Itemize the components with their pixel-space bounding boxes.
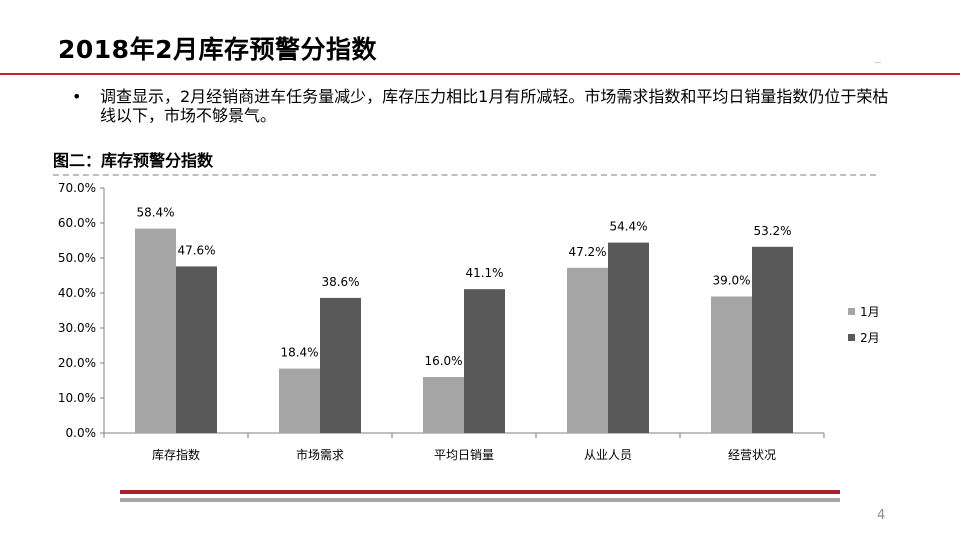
bar-feb [320,297,361,433]
bar-jan [423,377,464,433]
y-tick-label: 20.0% [58,356,96,370]
y-tick-label: 70.0% [58,181,96,195]
y-tick-label: 40.0% [58,286,96,300]
legend-label-jan: 1月 [860,304,880,319]
footer-red-bar [120,490,840,494]
data-label-jan: 18.4% [280,346,318,360]
y-tick-label: 0.0% [66,426,97,440]
y-tick-label: 50.0% [58,251,96,265]
bar-jan [279,368,320,433]
x-tick-label: 经营状况 [728,448,776,462]
legend-item-jan: 1月 [848,303,880,319]
y-tick-label: 10.0% [58,391,96,405]
title-divider [0,73,960,75]
bar-feb [176,266,217,433]
x-tick-label: 从业人员 [584,448,632,462]
x-tick-label: 库存指数 [152,447,200,462]
data-label-jan: 39.0% [712,274,750,288]
page-number: 4 [877,508,886,523]
bar-feb [752,246,793,433]
footer-gray-bar [120,498,840,502]
chart-title-dashed-rule [53,174,876,176]
slide-title: 2018年2月库存预警分指数 [58,35,377,64]
y-tick-label: 60.0% [58,216,96,230]
bar-jan [711,296,752,433]
divider-tick [875,62,881,63]
data-label-feb: 47.6% [177,243,215,257]
legend-label-feb: 2月 [860,330,880,345]
chart-title: 图二：库存预警分指数 [53,151,214,170]
bar-jan [135,228,176,433]
data-label-jan: 16.0% [424,354,462,368]
x-tick-label: 平均日销量 [434,448,494,462]
bullet-text: 调查显示，2月经销商进车任务量减少，库存压力相比1月有所减轻。市场需求指数和平均… [100,87,889,125]
data-label-jan: 58.4% [136,206,174,220]
bar-feb [608,242,649,433]
chart-legend: 1月 2月 [848,303,880,355]
data-label-jan: 47.2% [568,245,606,259]
data-label-feb: 54.4% [609,220,647,234]
y-tick-label: 30.0% [58,321,96,335]
bar-jan [567,267,608,433]
bullet-symbol: • [72,87,82,106]
legend-swatch-feb [848,333,855,341]
bullet-point: • 调查显示，2月经销商进车任务量减少，库存压力相比1月有所减轻。市场需求指数和… [72,87,892,125]
bar-feb [464,289,505,433]
legend-swatch-jan [848,307,855,315]
data-label-feb: 41.1% [465,266,503,280]
data-label-feb: 53.2% [753,224,791,238]
data-label-feb: 38.6% [321,275,359,289]
legend-item-feb: 2月 [848,329,880,345]
x-tick-label: 市场需求 [296,447,344,462]
